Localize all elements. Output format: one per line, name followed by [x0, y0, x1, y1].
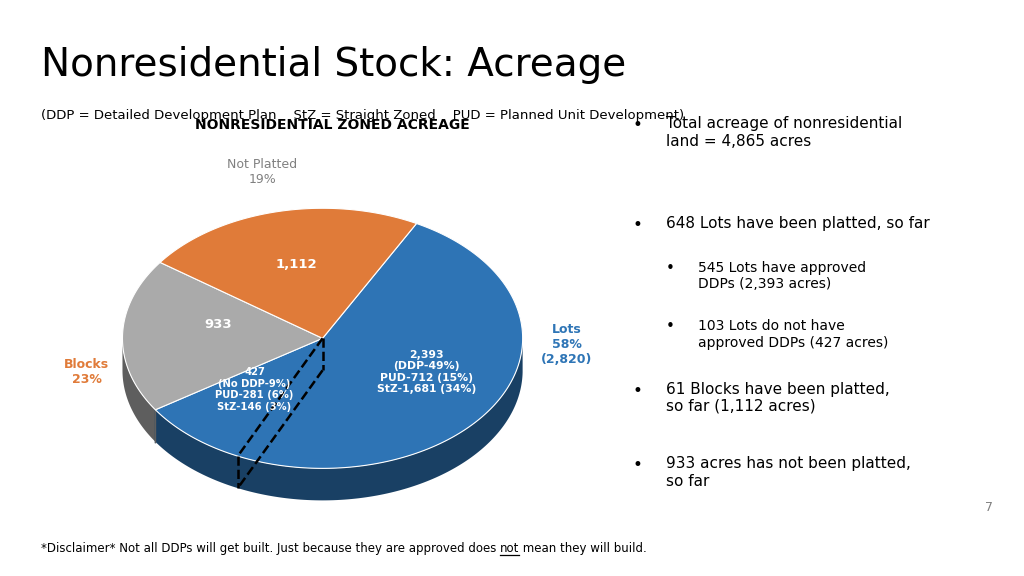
- Text: 933 acres has not been platted,
so far: 933 acres has not been platted, so far: [666, 456, 910, 488]
- Text: 2,393
(DDP-49%)
PUD-712 (15%)
StZ-1,681 (34%): 2,393 (DDP-49%) PUD-712 (15%) StZ-1,681 …: [377, 350, 476, 395]
- Polygon shape: [156, 340, 522, 501]
- Polygon shape: [160, 209, 417, 338]
- Text: NONRESIDENTIAL ZONED ACREAGE: NONRESIDENTIAL ZONED ACREAGE: [196, 118, 470, 132]
- Text: mean they will build.: mean they will build.: [519, 542, 647, 555]
- Text: 545 Lots have approved
DDPs (2,393 acres): 545 Lots have approved DDPs (2,393 acres…: [698, 262, 866, 291]
- Polygon shape: [123, 338, 156, 442]
- Text: Total acreage of nonresidential
land = 4,865 acres: Total acreage of nonresidential land = 4…: [666, 116, 902, 149]
- Text: •: •: [633, 215, 643, 234]
- Text: 7: 7: [985, 501, 993, 514]
- Text: •: •: [633, 456, 643, 474]
- Text: •: •: [633, 116, 643, 134]
- Text: Not Platted
19%: Not Platted 19%: [227, 158, 298, 186]
- Text: 103 Lots do not have
approved DDPs (427 acres): 103 Lots do not have approved DDPs (427 …: [698, 319, 889, 350]
- Polygon shape: [156, 223, 522, 468]
- Text: •: •: [633, 381, 643, 400]
- Text: *Disclaimer* Not all DDPs will get built. Just because they are approved does: *Disclaimer* Not all DDPs will get built…: [41, 542, 500, 555]
- Text: Lots
58%
(2,820): Lots 58% (2,820): [541, 323, 592, 366]
- Text: 1,112: 1,112: [275, 259, 317, 271]
- Text: 933: 933: [205, 319, 232, 331]
- Text: 648 Lots have been platted, so far: 648 Lots have been platted, so far: [666, 215, 930, 230]
- Text: Nonresidential Stock: Acreage: Nonresidential Stock: Acreage: [41, 46, 627, 84]
- Text: Blocks
23%: Blocks 23%: [63, 358, 109, 386]
- Text: (DDP = Detailed Development Plan    StZ = Straight Zoned    PUD = Planned Unit D: (DDP = Detailed Development Plan StZ = S…: [41, 109, 684, 123]
- Text: 61 Blocks have been platted,
so far (1,112 acres): 61 Blocks have been platted, so far (1,1…: [666, 381, 890, 414]
- Text: •: •: [666, 262, 675, 276]
- Text: not: not: [500, 542, 519, 555]
- Polygon shape: [123, 263, 323, 410]
- Text: •: •: [666, 319, 675, 334]
- Text: 427
(No DDP-9%)
PUD-281 (6%)
StZ-146 (3%): 427 (No DDP-9%) PUD-281 (6%) StZ-146 (3%…: [215, 367, 294, 412]
